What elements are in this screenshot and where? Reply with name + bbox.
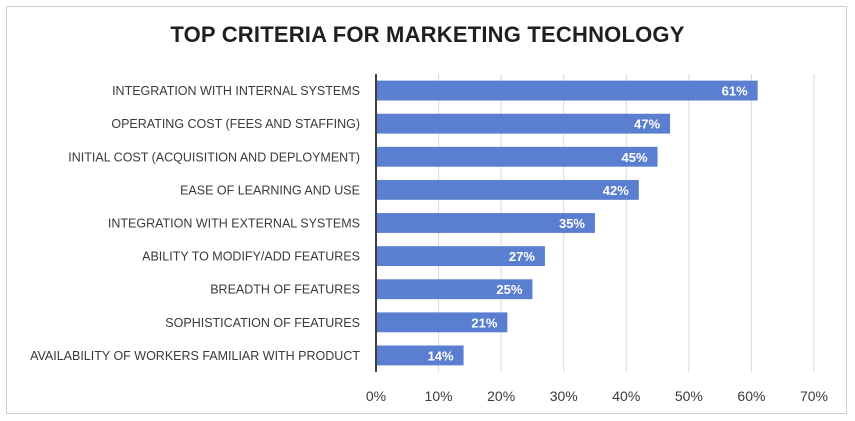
chart-title: TOP CRITERIA FOR MARKETING TECHNOLOGY <box>170 22 685 47</box>
category-label: SOPHISTICATION OF FEATURES <box>165 316 360 330</box>
x-tick-label: 40% <box>612 388 640 404</box>
x-tick-label: 20% <box>487 388 515 404</box>
bar <box>376 179 639 200</box>
bar-data-label: 14% <box>428 348 454 363</box>
bar-data-label: 45% <box>622 150 648 165</box>
x-tick-label: 70% <box>800 388 828 404</box>
bar-data-label: 47% <box>634 117 660 132</box>
bar-data-label: 21% <box>471 315 497 330</box>
category-label: ABILITY TO MODIFY/ADD FEATURES <box>142 250 360 264</box>
bar-data-label: 42% <box>603 183 629 198</box>
category-label: AVAILABILITY OF WORKERS FAMILIAR WITH PR… <box>30 349 360 363</box>
bar <box>376 345 464 366</box>
category-label: INTEGRATION WITH EXTERNAL SYSTEMS <box>108 217 360 231</box>
tick-labels: 0% 10% 20% 30% 40% 50% 60% 70% <box>366 388 828 404</box>
bar-data-label: 27% <box>509 249 535 264</box>
bar <box>376 113 671 134</box>
category-label: BREADTH OF FEATURES <box>210 283 360 297</box>
category-label: EASE OF LEARNING AND USE <box>180 183 360 197</box>
bar-data-label: 61% <box>722 84 748 99</box>
category-label: INTEGRATION WITH INTERNAL SYSTEMS <box>112 84 360 98</box>
bar-data-label: 25% <box>496 282 522 297</box>
x-tick-label: 30% <box>550 388 578 404</box>
category-labels: INTEGRATION WITH INTERNAL SYSTEMS OPERATI… <box>30 84 360 363</box>
category-label: OPERATING COST (FEES AND STAFFING) <box>111 117 360 131</box>
bar <box>376 246 545 267</box>
bars: 61% 47% 45% 42% 35% 27% 25% 21% 14% <box>376 80 758 366</box>
bar <box>376 146 658 167</box>
bar-data-label: 35% <box>559 216 585 231</box>
bar <box>376 80 758 101</box>
x-tick-label: 60% <box>737 388 765 404</box>
x-tick-label: 10% <box>425 388 453 404</box>
x-tick-label: 0% <box>366 388 386 404</box>
category-label: INITIAL COST (ACQUISITION AND DEPLOYMENT… <box>68 150 360 164</box>
x-tick-label: 50% <box>675 388 703 404</box>
bar <box>376 213 595 233</box>
bar <box>376 279 533 300</box>
bar <box>376 312 508 333</box>
